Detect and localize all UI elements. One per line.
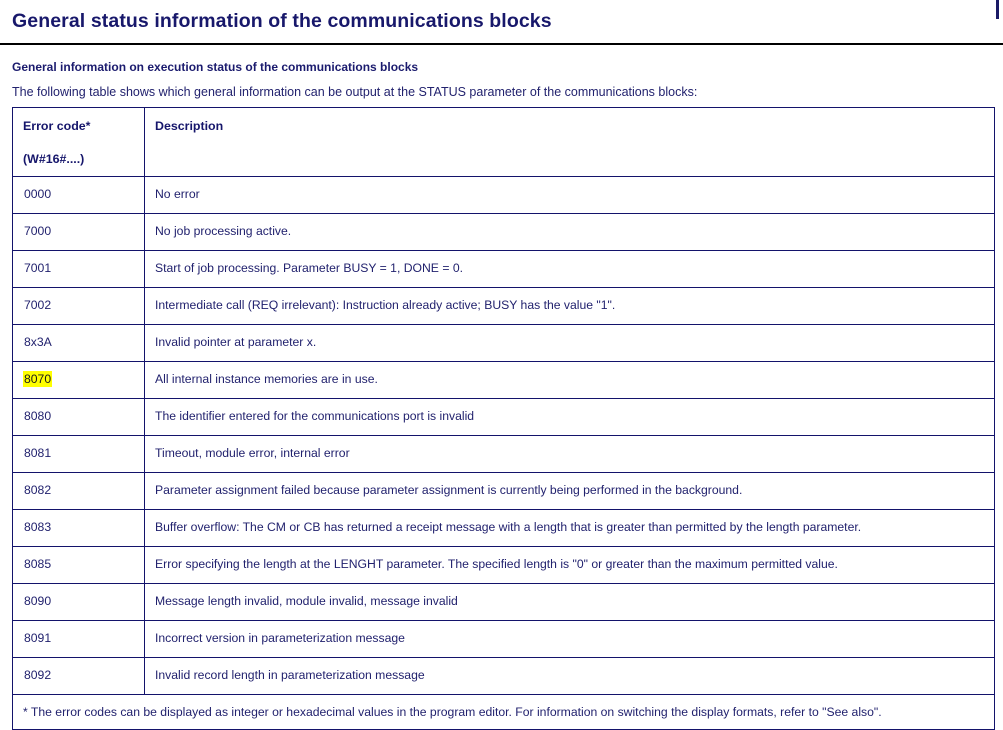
error-code-cell: 7000 xyxy=(12,213,145,251)
error-description-cell: Start of job processing. Parameter BUSY … xyxy=(144,250,995,288)
column-header-error-code: Error code* (W#16#....) xyxy=(12,107,145,177)
table-row: 7002 Intermediate call (REQ irrelevant): … xyxy=(12,287,995,325)
error-code-cell: 8092 xyxy=(12,657,145,695)
error-description-cell: Error specifying the length at the LENGH… xyxy=(144,546,995,584)
error-code-value: 8083 xyxy=(24,520,52,534)
page-title: General status information of the commun… xyxy=(12,10,552,32)
error-code-value: 8090 xyxy=(24,594,52,608)
table-row: 7000 No job processing active. xyxy=(12,213,995,251)
intro-section: General information on execution status … xyxy=(12,59,987,100)
error-code-value: 7000 xyxy=(24,224,52,238)
table-header: Error code* (W#16#....) Description xyxy=(12,107,995,177)
error-code-cell: 8090 xyxy=(12,583,145,621)
error-code-value: 8085 xyxy=(24,557,52,571)
error-description-cell: Parameter assignment failed because para… xyxy=(144,472,995,510)
status-code-table: Error code* (W#16#....) Description 0000… xyxy=(12,107,995,730)
table-row: 8090 Message length invalid, module inval… xyxy=(12,583,995,621)
title-divider xyxy=(0,43,1003,45)
error-description-cell: Timeout, module error, internal error xyxy=(144,435,995,473)
error-code-value: 8080 xyxy=(24,409,52,423)
column-header-error-code-line1: Error code* xyxy=(23,119,91,133)
error-description-cell: Buffer overflow: The CM or CB has return… xyxy=(144,509,995,547)
error-description-cell: The identifier entered for the communica… xyxy=(144,398,995,436)
error-code-value: 7001 xyxy=(24,261,52,275)
error-code-cell: 8070 xyxy=(12,361,145,399)
table-footnote: * The error codes can be displayed as in… xyxy=(12,694,995,730)
error-description-cell: Intermediate call (REQ irrelevant): Inst… xyxy=(144,287,995,325)
error-code-cell: 8091 xyxy=(12,620,145,658)
error-description-cell: No error xyxy=(144,176,995,214)
error-code-cell: 7002 xyxy=(12,287,145,325)
table-header-row: Error code* (W#16#....) Description xyxy=(12,107,995,177)
error-code-value: 0000 xyxy=(24,187,52,201)
section-intro-text: The following table shows which general … xyxy=(12,85,698,99)
table-row: 8082 Parameter assignment failed because … xyxy=(12,472,995,510)
error-code-cell: 8081 xyxy=(12,435,145,473)
table-row: 8080 The identifier entered for the commu… xyxy=(12,398,995,436)
error-code-cell: 8082 xyxy=(12,472,145,510)
table-row: 8092 Invalid record length in parameteriz… xyxy=(12,657,995,695)
table-row: 7001 Start of job processing. Parameter B… xyxy=(12,250,995,288)
table-footnote-row: * The error codes can be displayed as in… xyxy=(12,694,995,730)
error-code-value: 8092 xyxy=(24,668,52,682)
error-code-value: 8081 xyxy=(24,446,52,460)
error-code-value: 8x3A xyxy=(24,335,52,349)
table-row: 8081 Timeout, module error, internal erro… xyxy=(12,435,995,473)
section-subheading: General information on execution status … xyxy=(12,60,419,74)
table-row: 8083 Buffer overflow: The CM or CB has re… xyxy=(12,509,995,547)
error-code-value: 8091 xyxy=(24,631,52,645)
table-row: 8070 All internal instance memories are i… xyxy=(12,361,995,399)
error-code-cell: 0000 xyxy=(12,176,145,214)
error-code-cell: 8085 xyxy=(12,546,145,584)
table-footer: * The error codes can be displayed as in… xyxy=(12,694,995,730)
table-row: 8085 Error specifying the length at the L… xyxy=(12,546,995,584)
error-description-cell: Invalid pointer at parameter x. xyxy=(144,324,995,362)
table-row: 0000 No error xyxy=(12,176,995,214)
error-code-highlighted: 8070 xyxy=(23,371,53,387)
error-description-cell: No job processing active. xyxy=(144,213,995,251)
error-description-cell: Incorrect version in parameterization me… xyxy=(144,620,995,658)
table-row: 8091 Incorrect version in parameterizatio… xyxy=(12,620,995,658)
error-description-cell: Invalid record length in parameterizatio… xyxy=(144,657,995,695)
error-code-cell: 8x3A xyxy=(12,324,145,362)
table-body: 0000 No error 7000 No job processing active… xyxy=(12,176,995,695)
error-code-cell: 7001 xyxy=(12,250,145,288)
right-edge-marker xyxy=(996,0,999,19)
column-header-error-code-line2: (W#16#....) xyxy=(23,152,85,166)
error-code-cell: 8080 xyxy=(12,398,145,436)
table-row: 8x3A Invalid pointer at parameter x. xyxy=(12,324,995,362)
error-code-value: 7002 xyxy=(24,298,52,312)
column-header-description: Description xyxy=(144,107,995,177)
error-description-cell: All internal instance memories are in us… xyxy=(144,361,995,399)
error-code-cell: 8083 xyxy=(12,509,145,547)
error-code-value: 8082 xyxy=(24,483,52,497)
error-description-cell: Message length invalid, module invalid, … xyxy=(144,583,995,621)
